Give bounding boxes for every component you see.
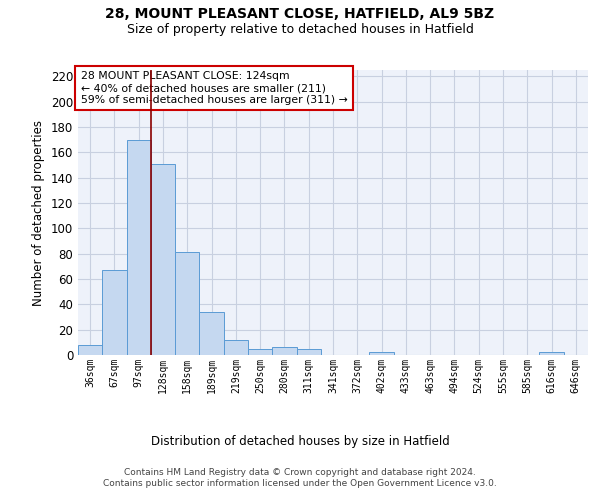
- Text: Distribution of detached houses by size in Hatfield: Distribution of detached houses by size …: [151, 435, 449, 448]
- Y-axis label: Number of detached properties: Number of detached properties: [32, 120, 45, 306]
- Bar: [248, 348, 272, 355]
- Bar: [199, 312, 224, 355]
- Text: Size of property relative to detached houses in Hatfield: Size of property relative to detached ho…: [127, 22, 473, 36]
- Bar: [151, 164, 175, 355]
- Bar: [127, 140, 151, 355]
- Bar: [78, 345, 102, 355]
- Bar: [175, 252, 199, 355]
- Bar: [296, 348, 321, 355]
- Text: Contains HM Land Registry data © Crown copyright and database right 2024.
Contai: Contains HM Land Registry data © Crown c…: [103, 468, 497, 487]
- Bar: [370, 352, 394, 355]
- Text: 28 MOUNT PLEASANT CLOSE: 124sqm
← 40% of detached houses are smaller (211)
59% o: 28 MOUNT PLEASANT CLOSE: 124sqm ← 40% of…: [80, 72, 347, 104]
- Bar: [272, 348, 296, 355]
- Bar: [539, 352, 564, 355]
- Text: 28, MOUNT PLEASANT CLOSE, HATFIELD, AL9 5BZ: 28, MOUNT PLEASANT CLOSE, HATFIELD, AL9 …: [106, 8, 494, 22]
- Bar: [224, 340, 248, 355]
- Bar: [102, 270, 127, 355]
